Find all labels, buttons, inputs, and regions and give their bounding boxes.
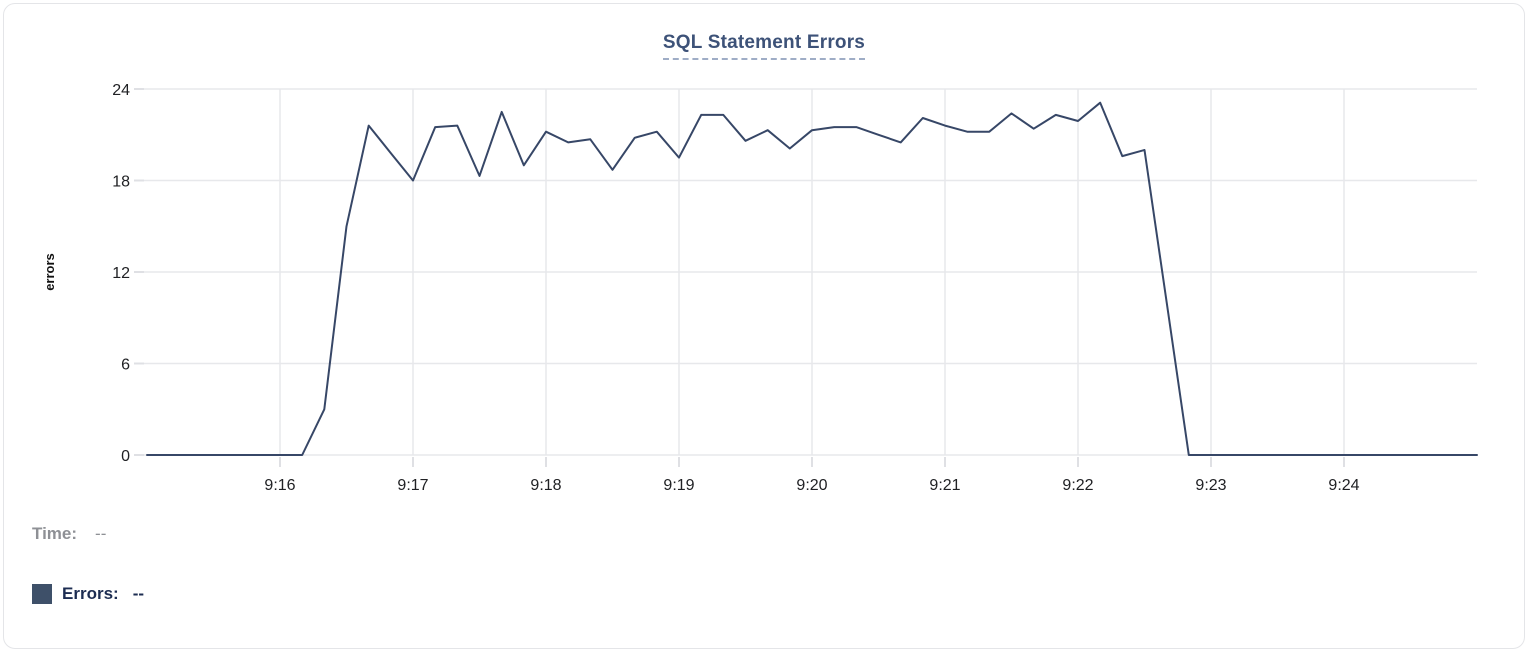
x-tick-label: 9:21 [929,477,960,494]
y-tick-label: 0 [121,448,130,465]
errors-value: -- [132,584,145,603]
x-tick-label: 9:23 [1195,477,1226,494]
chart-card: SQL Statement Errors 0 6 12 18 24 9:16 9:17 9:1… [3,3,1525,649]
x-tick-label: 9:19 [663,477,694,494]
x-tick-label: 9:24 [1328,477,1359,494]
errors-series-line [146,101,1478,456]
y-axis-title: errors [42,253,57,291]
y-tick-label: 6 [121,357,130,374]
time-label: Time: [32,524,78,543]
x-tick-label: 9:17 [397,477,428,494]
tooltip-errors-row: Errors: -- [32,584,144,604]
x-tick-label: 9:22 [1062,477,1093,494]
y-tick-label: 24 [112,82,130,99]
chart-title[interactable]: SQL Statement Errors [662,32,866,60]
x-tick-label: 9:20 [796,477,827,494]
chart-header: SQL Statement Errors [4,32,1524,60]
y-tick-label: 18 [112,174,130,191]
errors-series-swatch [32,584,52,604]
x-tick-label: 9:18 [530,477,561,494]
tooltip-time-row: Time: -- [32,524,106,544]
errors-line-chart[interactable]: 0 6 12 18 24 9:16 9:17 9:18 9:19 9:20 9:21 9:22 9:23… [4,4,1520,509]
errors-label: Errors: [62,584,119,603]
x-tick-label: 9:16 [264,477,295,494]
y-tick-label: 12 [112,265,130,282]
time-value: -- [95,524,107,543]
